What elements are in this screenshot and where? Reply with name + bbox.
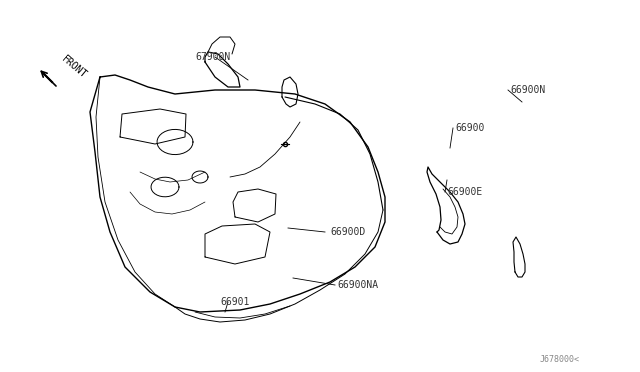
Text: 66901: 66901 (220, 297, 250, 307)
Text: FRONT: FRONT (60, 54, 89, 80)
Text: 66900D: 66900D (330, 227, 365, 237)
Text: 66900E: 66900E (447, 187, 483, 197)
Text: 67900N: 67900N (195, 52, 230, 62)
Text: 66900NA: 66900NA (337, 280, 378, 290)
Text: 66900: 66900 (455, 123, 484, 133)
Text: 66900N: 66900N (510, 85, 545, 95)
Text: J678000<: J678000< (540, 355, 580, 364)
